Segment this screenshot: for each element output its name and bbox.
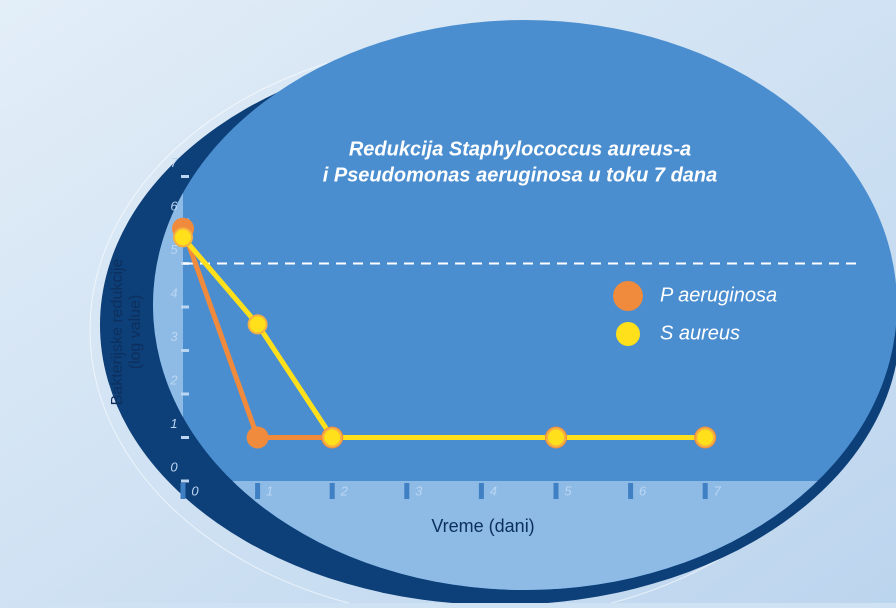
y-tick-label: 2 — [169, 372, 178, 387]
y-tick-label: 4 — [170, 285, 177, 300]
y-axis-label: Bakterijske redukcije — [109, 259, 126, 406]
y-tick-label: 0 — [170, 459, 178, 474]
data-point — [249, 315, 267, 333]
x-axis-label: Vreme (dani) — [431, 516, 534, 536]
data-point — [247, 427, 269, 449]
data-point — [696, 429, 714, 447]
legend-marker — [613, 281, 643, 311]
x-tick-label: 0 — [191, 483, 199, 498]
y-tick-label: 3 — [170, 329, 178, 344]
x-tick-label: 2 — [340, 483, 349, 498]
x-tick-label: 6 — [639, 483, 647, 498]
x-tick-label: 1 — [266, 483, 273, 498]
legend-label: S aureus — [660, 322, 740, 344]
chart-title: i Pseudomonas aeruginosa u toku 7 dana — [323, 164, 718, 186]
x-tick-label: 4 — [490, 483, 497, 498]
data-point — [547, 429, 565, 447]
chart-title: Redukcija Staphylococcus aureus-a — [349, 138, 691, 160]
y-tick-label: 6 — [170, 198, 178, 213]
y-tick-label: 1 — [170, 416, 177, 431]
x-tick-label: 5 — [564, 483, 572, 498]
data-point — [323, 429, 341, 447]
legend-label: P aeruginosa — [660, 284, 777, 306]
x-tick-label: 7 — [714, 483, 722, 498]
chart: 0123456701234567Redukcija Staphylococcus… — [0, 0, 896, 603]
legend-marker — [616, 322, 640, 346]
y-tick-label: 7 — [170, 155, 178, 170]
y-axis-label: (log value) — [127, 295, 144, 370]
x-tick-label: 3 — [415, 483, 423, 498]
data-point — [174, 228, 192, 246]
